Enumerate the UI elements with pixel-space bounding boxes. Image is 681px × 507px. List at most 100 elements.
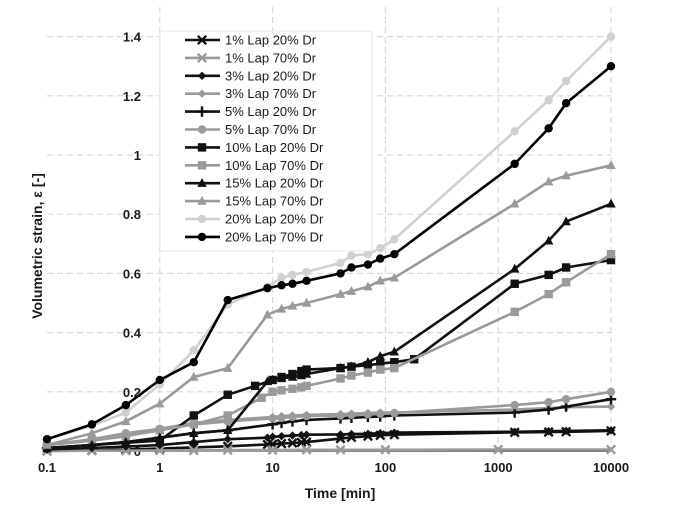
legend-item: 20% Lap 20% Dr [185,212,324,227]
x-tick-label: 0.1 [38,460,56,475]
data-point [543,235,554,245]
data-point [376,254,385,263]
data-point [121,408,131,417]
legend-label: 10% Lap 20% Dr [225,140,324,155]
series-9 [42,160,616,449]
series-2 [42,426,616,454]
legend-item: 3% Lap 70% Dr [185,86,317,101]
data-point [87,439,97,449]
data-point [188,445,199,456]
data-point [544,289,553,299]
data-point [223,434,232,444]
data-point [561,395,571,404]
y-tick-label: 0.4 [123,326,142,341]
data-point [606,160,616,170]
data-point [121,436,131,446]
legend-label: 1% Lap 70% Dr [225,50,317,65]
data-point [155,426,164,435]
data-point [606,249,616,259]
legend-label: 3% Lap 20% Dr [225,68,317,83]
data-point [363,368,373,377]
legend-marker [197,232,207,242]
data-point [223,411,232,420]
data-point [335,288,346,298]
data-point [544,124,553,133]
data-point [155,398,165,408]
data-point [302,381,311,391]
data-point [287,437,298,449]
legend-label: 3% Lap 70% Dr [225,86,317,101]
data-point [301,444,312,455]
data-point [375,275,385,285]
data-point [510,159,519,169]
data-point [257,393,266,402]
y-tick-label: 0.8 [123,207,141,222]
y-tick-label: 0.6 [123,266,141,281]
legend-item: 5% Lap 70% Dr [185,122,317,137]
data-point [263,433,272,442]
data-point [347,251,356,260]
x-axis-title: Time [min] [305,485,376,501]
legend: 1% Lap 20% Dr 1% Lap 70% Dr 3% Lap 20% Dr 3… [159,30,373,252]
data-point [42,434,52,444]
legend-marker [196,34,208,46]
data-point [288,412,297,422]
data-point [561,170,571,180]
data-point [493,444,504,455]
data-point [510,400,519,410]
data-point [301,297,312,307]
data-point [222,445,233,456]
data-point [561,278,571,287]
data-point [121,400,131,410]
data-point [277,386,286,395]
data-point [606,387,616,396]
data-point [390,249,399,259]
legend-item: 1% Lap 70% Dr [185,50,317,65]
data-point [363,281,373,291]
legend-label: 5% Lap 70% Dr [225,122,317,137]
data-point [606,402,616,411]
legend-marker [197,71,207,80]
series-line [46,448,611,453]
data-point [376,365,385,374]
data-point [223,390,232,399]
data-point [42,439,52,449]
data-point [302,411,311,421]
data-point [277,281,286,290]
data-point [267,445,278,456]
legend-item: 15% Lap 70% Dr [185,194,324,209]
data-point [335,444,346,455]
y-tick-label: 1.2 [123,89,141,104]
x-tick-label: 1000 [484,460,513,475]
data-point [189,346,198,355]
data-point [277,273,286,283]
legend-marker [197,178,207,187]
data-point [302,267,311,277]
data-point [189,420,198,429]
series-8 [42,198,616,452]
legend-label: 15% Lap 20% Dr [225,176,324,191]
data-point [297,383,306,392]
legend-marker [197,89,207,98]
data-point [250,381,260,391]
legend-marker [197,125,207,134]
data-point [268,414,277,423]
data-point [363,410,373,419]
data-point [510,307,519,317]
legend-item: 1% Lap 20% Dr [185,33,317,48]
data-point [390,235,399,244]
data-point [544,426,553,436]
series-line [46,258,612,450]
data-point [263,284,272,293]
data-point [336,374,345,383]
data-point [346,285,357,295]
y-tick-label: 1.4 [123,30,142,45]
data-point [155,375,164,385]
data-point [510,427,519,436]
data-point [189,371,199,381]
data-point [363,429,373,439]
data-point [288,279,297,288]
data-point [121,432,131,441]
